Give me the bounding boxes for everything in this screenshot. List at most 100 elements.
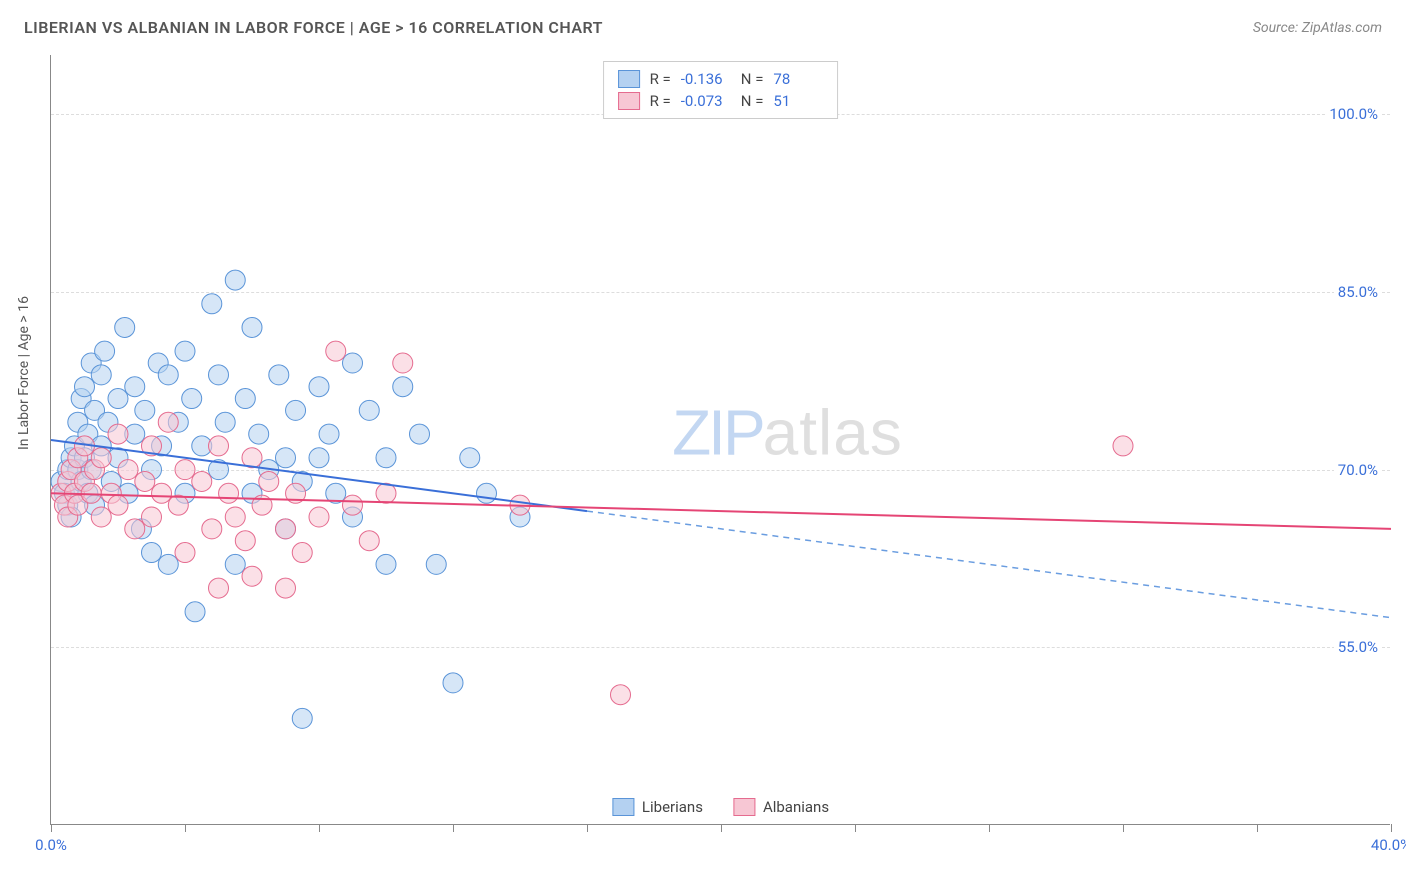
data-point: [393, 377, 413, 397]
data-point: [108, 495, 128, 515]
data-point: [376, 554, 396, 574]
data-point: [125, 519, 145, 539]
data-point: [1113, 436, 1133, 456]
swatch-albanians: [733, 798, 755, 816]
legend-label-liberians: Liberians: [642, 798, 703, 816]
data-point: [202, 294, 222, 314]
x-tick-label: 0.0%: [35, 836, 67, 854]
data-point: [309, 448, 329, 468]
data-point: [242, 566, 262, 586]
data-point: [175, 460, 195, 480]
data-point: [259, 471, 279, 491]
data-point: [215, 412, 235, 432]
x-tick: [721, 824, 722, 832]
legend-item-liberians: Liberians: [612, 798, 703, 816]
data-point: [91, 365, 111, 385]
data-point: [276, 448, 296, 468]
r-label: R =: [650, 92, 671, 110]
data-point: [225, 554, 245, 574]
r-label: R =: [650, 70, 671, 88]
correlation-legend: R = -0.136 N = 78 R = -0.073 N = 51: [603, 61, 839, 119]
data-point: [152, 483, 172, 503]
data-point: [142, 543, 162, 563]
x-tick: [51, 824, 52, 832]
x-tick: [1123, 824, 1124, 832]
x-tick: [453, 824, 454, 832]
data-point: [292, 543, 312, 563]
data-point: [135, 471, 155, 491]
legend-item-albanians: Albanians: [733, 798, 829, 816]
data-point: [410, 424, 430, 444]
series-legend: Liberians Albanians: [612, 798, 829, 816]
data-point: [393, 353, 413, 373]
data-point: [175, 341, 195, 361]
data-point: [202, 519, 222, 539]
data-point: [115, 317, 135, 337]
source-attribution: Source: ZipAtlas.com: [1253, 20, 1382, 36]
data-point: [249, 424, 269, 444]
data-point: [326, 341, 346, 361]
data-point: [219, 483, 239, 503]
data-point: [309, 507, 329, 527]
chart-plot-area: ZIPatlas 55.0%70.0%85.0%100.0% R = -0.13…: [50, 55, 1390, 825]
y-axis-label: In Labor Force | Age > 16: [16, 296, 32, 450]
n-value-albanians: 51: [773, 92, 823, 110]
data-point: [75, 377, 95, 397]
x-tick: [1391, 824, 1392, 832]
data-point: [443, 673, 463, 693]
data-point: [359, 400, 379, 420]
data-point: [269, 365, 289, 385]
data-point: [276, 578, 296, 598]
data-point: [142, 507, 162, 527]
scatter-svg: [51, 55, 1390, 824]
swatch-albanians: [618, 92, 640, 110]
data-point: [426, 554, 446, 574]
x-tick: [587, 824, 588, 832]
data-point: [91, 448, 111, 468]
x-tick: [185, 824, 186, 832]
x-tick: [319, 824, 320, 832]
data-point: [611, 685, 631, 705]
n-label: N =: [741, 70, 764, 88]
n-value-liberians: 78: [773, 70, 823, 88]
x-tick-label: 40.0%: [1371, 836, 1406, 854]
data-point: [225, 270, 245, 290]
data-point: [108, 424, 128, 444]
legend-row-albanians: R = -0.073 N = 51: [618, 90, 824, 112]
legend-row-liberians: R = -0.136 N = 78: [618, 68, 824, 90]
data-point: [158, 412, 178, 432]
n-label: N =: [741, 92, 764, 110]
data-point: [209, 365, 229, 385]
data-point: [209, 578, 229, 598]
r-value-liberians: -0.136: [681, 70, 731, 88]
data-point: [359, 531, 379, 551]
chart-header: LIBERIAN VS ALBANIAN IN LABOR FORCE | AG…: [0, 0, 1406, 47]
data-point: [242, 317, 262, 337]
x-tick: [1257, 824, 1258, 832]
data-point: [168, 495, 188, 515]
data-point: [158, 554, 178, 574]
data-point: [225, 507, 245, 527]
r-value-albanians: -0.073: [681, 92, 731, 110]
data-point: [175, 543, 195, 563]
legend-label-albanians: Albanians: [763, 798, 829, 816]
data-point: [309, 377, 329, 397]
data-point: [460, 448, 480, 468]
data-point: [319, 424, 339, 444]
chart-title: LIBERIAN VS ALBANIAN IN LABOR FORCE | AG…: [24, 18, 603, 37]
data-point: [292, 708, 312, 728]
data-point: [135, 400, 155, 420]
trend-line-dashed: [587, 511, 1391, 618]
data-point: [118, 460, 138, 480]
data-point: [185, 602, 205, 622]
swatch-liberians: [618, 70, 640, 88]
x-tick: [855, 824, 856, 832]
data-point: [192, 471, 212, 491]
data-point: [108, 389, 128, 409]
data-point: [286, 400, 306, 420]
data-point: [125, 377, 145, 397]
data-point: [95, 341, 115, 361]
data-point: [477, 483, 497, 503]
data-point: [182, 389, 202, 409]
x-tick: [989, 824, 990, 832]
